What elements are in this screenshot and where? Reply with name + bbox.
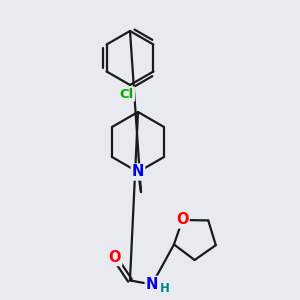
Text: Cl: Cl: [120, 88, 134, 100]
Text: N: N: [132, 164, 144, 179]
Text: O: O: [109, 250, 121, 265]
Text: N: N: [146, 277, 158, 292]
Text: O: O: [176, 212, 189, 227]
Text: H: H: [160, 282, 170, 295]
